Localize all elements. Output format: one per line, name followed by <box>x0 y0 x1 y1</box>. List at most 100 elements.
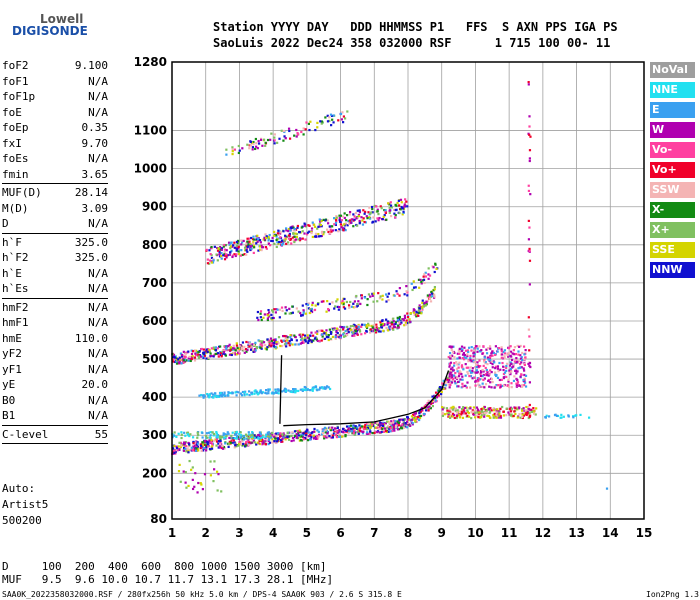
param-value: 110.0 <box>74 331 108 345</box>
echo-point <box>262 440 265 443</box>
echo-point <box>264 347 267 350</box>
echo-point <box>246 348 249 352</box>
param-row: foE N/A <box>2 105 108 121</box>
echo-point <box>529 135 532 138</box>
echo-point <box>193 349 196 352</box>
echo-point <box>208 249 211 252</box>
echo-point <box>288 137 292 140</box>
echo-point <box>414 416 417 419</box>
echo-point <box>232 344 235 347</box>
param-label: foE <box>2 105 22 119</box>
echo-point <box>419 278 422 281</box>
echo-point <box>370 205 374 209</box>
echo-point <box>331 114 334 118</box>
echo-point <box>208 262 211 265</box>
echo-point <box>335 219 338 222</box>
echo-point <box>228 436 231 440</box>
echo-point <box>389 214 393 218</box>
echo-point <box>403 314 407 317</box>
echo-point <box>420 308 423 311</box>
echo-point <box>255 145 258 148</box>
echo-point <box>300 341 304 345</box>
echo-point <box>420 406 424 410</box>
echo-point <box>318 388 321 391</box>
echo-point <box>368 432 371 435</box>
echo-point <box>510 386 513 389</box>
echo-point <box>475 366 478 369</box>
echo-point <box>381 319 384 323</box>
echo-point <box>215 253 218 256</box>
echo-point <box>452 405 455 408</box>
echo-point <box>267 388 270 391</box>
echo-point <box>458 413 461 417</box>
echo-point <box>369 422 373 425</box>
echo-point <box>338 432 342 435</box>
echo-point <box>328 387 332 391</box>
echo-point <box>456 415 459 418</box>
echo-point <box>336 432 339 435</box>
echo-point <box>271 318 274 321</box>
echo-point <box>294 238 297 241</box>
echo-point <box>377 330 381 333</box>
echo-point <box>385 218 388 221</box>
echo-point <box>448 362 452 365</box>
echo-point <box>353 300 357 303</box>
echo-point <box>338 214 341 217</box>
echo-point <box>452 369 455 372</box>
echo-point <box>199 446 202 450</box>
echo-point <box>265 247 268 250</box>
echo-point <box>352 306 355 309</box>
echo-point <box>528 133 531 136</box>
echo-point <box>493 386 496 389</box>
echo-point <box>337 335 340 338</box>
echo-point <box>291 436 295 440</box>
param-value: N/A <box>88 105 108 119</box>
echo-point <box>249 140 252 143</box>
echo-point <box>385 430 388 434</box>
echo-point <box>284 236 287 239</box>
echo-point <box>197 353 200 356</box>
echo-point <box>292 226 295 229</box>
echo-point <box>303 388 306 392</box>
echo-point <box>356 209 359 212</box>
echo-point <box>500 346 503 349</box>
echo-point <box>201 443 204 446</box>
echo-point <box>424 304 427 307</box>
echo-point <box>173 356 177 359</box>
echo-point <box>248 342 251 345</box>
echo-point <box>525 411 528 414</box>
echo-point <box>178 360 181 364</box>
echo-point <box>276 241 279 244</box>
echo-point <box>256 147 259 150</box>
echo-point <box>405 285 408 288</box>
echo-point <box>293 334 296 337</box>
echo-point <box>313 225 317 228</box>
echo-point <box>208 348 211 352</box>
echo-point <box>290 338 293 341</box>
echo-point <box>339 435 343 438</box>
echo-point <box>448 351 452 355</box>
echo-point <box>219 246 222 249</box>
echo-point <box>449 357 452 360</box>
echo-point <box>482 378 485 382</box>
echo-point <box>353 218 356 221</box>
echo-point <box>356 426 359 429</box>
echo-point <box>352 430 356 433</box>
echo-point <box>341 427 345 430</box>
echo-point <box>369 212 372 215</box>
echo-point <box>491 380 494 384</box>
echo-point <box>450 381 454 384</box>
echo-point <box>491 362 494 366</box>
echo-point <box>460 411 463 415</box>
echo-point <box>449 416 452 419</box>
echo-point <box>288 232 291 236</box>
echo-point <box>527 408 530 411</box>
echo-point <box>327 309 331 312</box>
echo-point <box>209 431 212 434</box>
echo-point <box>321 121 324 124</box>
echo-point <box>197 355 200 358</box>
param-row: foF1 N/A <box>2 74 108 90</box>
param-value: N/A <box>88 393 108 407</box>
echo-point <box>371 221 374 224</box>
echo-point <box>393 294 396 297</box>
